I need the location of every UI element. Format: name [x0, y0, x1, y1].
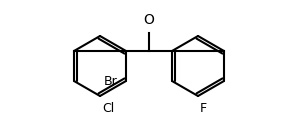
Text: Cl: Cl — [102, 102, 114, 115]
Text: O: O — [144, 13, 154, 27]
Text: Br: Br — [104, 75, 118, 87]
Text: F: F — [200, 102, 207, 115]
